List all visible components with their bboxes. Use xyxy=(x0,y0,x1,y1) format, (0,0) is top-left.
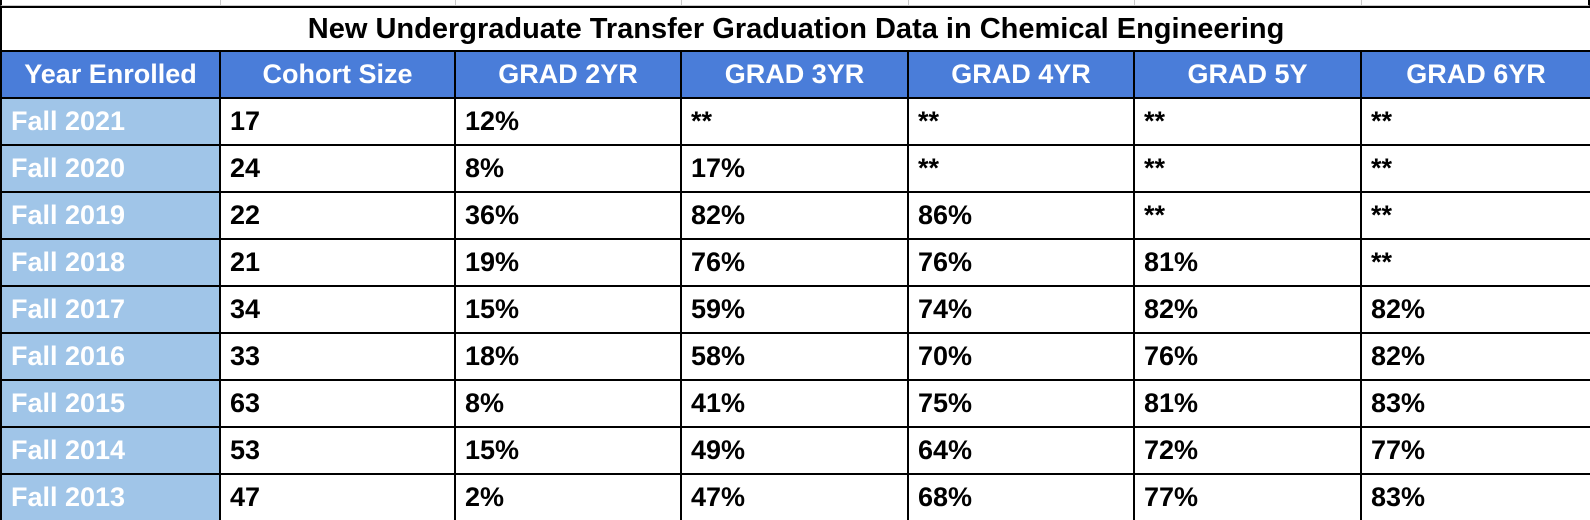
table-row: Fall 2016 33 18% 58% 70% 76% 82% xyxy=(0,332,1590,381)
year-cell[interactable]: Fall 2017 xyxy=(0,285,221,334)
grad-6yr-cell[interactable]: ** xyxy=(1359,144,1590,193)
grad-3yr-cell[interactable]: 82% xyxy=(680,191,909,240)
grad-3yr-cell[interactable]: 17% xyxy=(680,144,909,193)
table-row: Fall 2019 22 36% 82% 86% ** ** xyxy=(0,191,1590,240)
grad-6yr-cell[interactable]: ** xyxy=(1359,238,1590,287)
column-header-year-enrolled[interactable]: Year Enrolled xyxy=(0,50,221,99)
cohort-size-cell[interactable]: 63 xyxy=(219,379,456,428)
graduation-data-table: New Undergraduate Transfer Graduation Da… xyxy=(0,6,1590,520)
year-cell[interactable]: Fall 2019 xyxy=(0,191,221,240)
grad-6yr-cell[interactable]: 82% xyxy=(1359,285,1590,334)
table-row: Fall 2018 21 19% 76% 76% 81% ** xyxy=(0,238,1590,287)
gridline-cell xyxy=(456,0,682,5)
grad-5y-cell[interactable]: 77% xyxy=(1133,473,1362,520)
grad-4yr-cell[interactable]: 68% xyxy=(907,473,1135,520)
grad-5y-cell[interactable]: ** xyxy=(1133,191,1362,240)
grad-2yr-cell[interactable]: 8% xyxy=(454,144,682,193)
table-row: Fall 2015 63 8% 41% 75% 81% 83% xyxy=(0,379,1590,428)
column-header-grad-4yr[interactable]: GRAD 4YR xyxy=(907,50,1135,99)
grad-3yr-cell[interactable]: 47% xyxy=(680,473,909,520)
grad-5y-cell[interactable]: 81% xyxy=(1133,379,1362,428)
gridline-cell xyxy=(2,0,221,5)
cohort-size-cell[interactable]: 22 xyxy=(219,191,456,240)
grad-5y-cell[interactable]: 82% xyxy=(1133,285,1362,334)
year-cell[interactable]: Fall 2013 xyxy=(0,473,221,520)
table-title[interactable]: New Undergraduate Transfer Graduation Da… xyxy=(0,6,1590,52)
gridline-strip xyxy=(0,0,1590,6)
header-row: Year Enrolled Cohort Size GRAD 2YR GRAD … xyxy=(0,50,1590,99)
grad-4yr-cell[interactable]: ** xyxy=(907,97,1135,146)
gridline-cell xyxy=(909,0,1135,5)
grad-3yr-cell[interactable]: 59% xyxy=(680,285,909,334)
table-row: Fall 2013 47 2% 47% 68% 77% 83% xyxy=(0,473,1590,520)
grad-5y-cell[interactable]: ** xyxy=(1133,144,1362,193)
grad-2yr-cell[interactable]: 15% xyxy=(454,285,682,334)
year-cell[interactable]: Fall 2021 xyxy=(0,97,221,146)
gridline-cell xyxy=(682,0,909,5)
column-header-cohort-size[interactable]: Cohort Size xyxy=(219,50,456,99)
cohort-size-cell[interactable]: 33 xyxy=(219,332,456,381)
grad-6yr-cell[interactable]: ** xyxy=(1359,97,1590,146)
grad-4yr-cell[interactable]: ** xyxy=(907,144,1135,193)
grad-3yr-cell[interactable]: 58% xyxy=(680,332,909,381)
grad-6yr-cell[interactable]: 77% xyxy=(1359,426,1590,475)
grad-3yr-cell[interactable]: 49% xyxy=(680,426,909,475)
grad-3yr-cell[interactable]: ** xyxy=(680,97,909,146)
grad-5y-cell[interactable]: 81% xyxy=(1133,238,1362,287)
grad-6yr-cell[interactable]: 83% xyxy=(1359,379,1590,428)
grad-3yr-cell[interactable]: 41% xyxy=(680,379,909,428)
cohort-size-cell[interactable]: 24 xyxy=(219,144,456,193)
column-header-grad-5y[interactable]: GRAD 5Y xyxy=(1133,50,1362,99)
column-header-grad-2yr[interactable]: GRAD 2YR xyxy=(454,50,682,99)
grad-2yr-cell[interactable]: 12% xyxy=(454,97,682,146)
table-row: Fall 2017 34 15% 59% 74% 82% 82% xyxy=(0,285,1590,334)
grad-2yr-cell[interactable]: 19% xyxy=(454,238,682,287)
title-row: New Undergraduate Transfer Graduation Da… xyxy=(0,6,1590,52)
table-row: Fall 2014 53 15% 49% 64% 72% 77% xyxy=(0,426,1590,475)
grad-4yr-cell[interactable]: 76% xyxy=(907,238,1135,287)
grad-4yr-cell[interactable]: 70% xyxy=(907,332,1135,381)
cohort-size-cell[interactable]: 21 xyxy=(219,238,456,287)
year-cell[interactable]: Fall 2020 xyxy=(0,144,221,193)
grad-4yr-cell[interactable]: 64% xyxy=(907,426,1135,475)
grad-3yr-cell[interactable]: 76% xyxy=(680,238,909,287)
grad-6yr-cell[interactable]: ** xyxy=(1359,191,1590,240)
grad-2yr-cell[interactable]: 18% xyxy=(454,332,682,381)
grad-4yr-cell[interactable]: 74% xyxy=(907,285,1135,334)
column-header-grad-6yr[interactable]: GRAD 6YR xyxy=(1359,50,1590,99)
grad-6yr-cell[interactable]: 82% xyxy=(1359,332,1590,381)
cohort-size-cell[interactable]: 17 xyxy=(219,97,456,146)
grad-2yr-cell[interactable]: 2% xyxy=(454,473,682,520)
grad-4yr-cell[interactable]: 75% xyxy=(907,379,1135,428)
year-cell[interactable]: Fall 2018 xyxy=(0,238,221,287)
grad-5y-cell[interactable]: 72% xyxy=(1133,426,1362,475)
table-row: Fall 2020 24 8% 17% ** ** ** xyxy=(0,144,1590,193)
gridline-cell xyxy=(1362,0,1588,5)
grad-2yr-cell[interactable]: 8% xyxy=(454,379,682,428)
year-cell[interactable]: Fall 2015 xyxy=(0,379,221,428)
grad-5y-cell[interactable]: 76% xyxy=(1133,332,1362,381)
year-cell[interactable]: Fall 2014 xyxy=(0,426,221,475)
gridline-cell xyxy=(221,0,456,5)
grad-5y-cell[interactable]: ** xyxy=(1133,97,1362,146)
grad-2yr-cell[interactable]: 15% xyxy=(454,426,682,475)
cohort-size-cell[interactable]: 47 xyxy=(219,473,456,520)
cohort-size-cell[interactable]: 34 xyxy=(219,285,456,334)
grad-4yr-cell[interactable]: 86% xyxy=(907,191,1135,240)
table-row: Fall 2021 17 12% ** ** ** ** xyxy=(0,97,1590,146)
grad-6yr-cell[interactable]: 83% xyxy=(1359,473,1590,520)
grad-2yr-cell[interactable]: 36% xyxy=(454,191,682,240)
gridline-cell xyxy=(1135,0,1362,5)
cohort-size-cell[interactable]: 53 xyxy=(219,426,456,475)
year-cell[interactable]: Fall 2016 xyxy=(0,332,221,381)
column-header-grad-3yr[interactable]: GRAD 3YR xyxy=(680,50,909,99)
